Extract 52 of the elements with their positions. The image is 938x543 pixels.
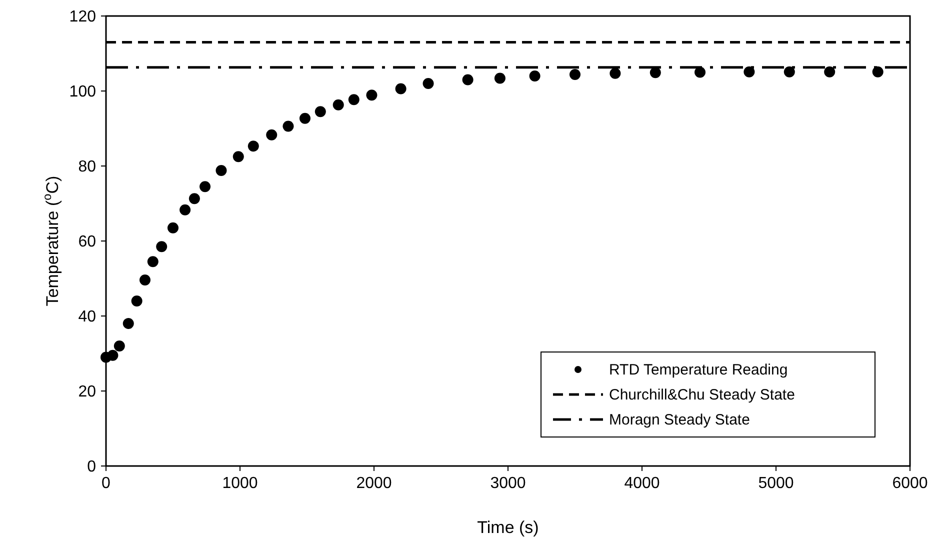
x-tick-label: 0 xyxy=(102,475,111,492)
y-tick-label: 40 xyxy=(78,308,96,326)
y-tick-label: 120 xyxy=(69,8,96,26)
x-tick-label: 4000 xyxy=(624,475,660,492)
x-tick-label: 1000 xyxy=(222,475,258,492)
point xyxy=(422,78,434,89)
point xyxy=(200,181,211,192)
point xyxy=(332,99,344,110)
point xyxy=(694,66,706,78)
point xyxy=(744,66,755,78)
legend-label: Churchill&Chu Steady State xyxy=(609,386,795,404)
point xyxy=(610,68,621,79)
point xyxy=(216,165,227,176)
point xyxy=(872,66,884,78)
point xyxy=(248,140,259,152)
point xyxy=(824,66,836,78)
y-tick-label: 100 xyxy=(69,84,96,100)
point xyxy=(232,151,244,162)
legend-label: RTD Temperature Reading xyxy=(609,362,788,378)
point xyxy=(114,340,125,352)
point xyxy=(168,222,178,234)
point xyxy=(139,274,150,286)
x-tick-label: 2000 xyxy=(356,475,392,492)
point xyxy=(156,241,168,252)
point xyxy=(314,106,326,118)
point xyxy=(266,129,278,140)
point xyxy=(122,318,134,329)
y-tick-label: 60 xyxy=(78,234,96,250)
y-tick-label: 0 xyxy=(87,458,96,476)
x-tick-label: 5000 xyxy=(758,475,794,492)
point xyxy=(131,296,142,306)
legend-label: Moragn Steady State xyxy=(609,412,750,428)
point xyxy=(366,90,378,101)
x-tick-label: 6000 xyxy=(892,475,928,492)
point xyxy=(529,70,540,82)
point xyxy=(650,67,661,78)
x-tick-label: 3000 xyxy=(490,475,526,492)
point xyxy=(570,69,580,80)
y-tick-label: 20 xyxy=(78,384,96,400)
point xyxy=(147,256,158,268)
point xyxy=(494,72,506,84)
point xyxy=(784,66,795,78)
point xyxy=(348,94,360,106)
y-tick-label: 80 xyxy=(78,158,96,176)
point xyxy=(180,204,191,216)
point xyxy=(462,74,474,86)
x-axis-title: Time (s) xyxy=(477,518,539,537)
point xyxy=(282,120,294,132)
point xyxy=(299,112,310,124)
point xyxy=(395,83,406,94)
point xyxy=(188,193,200,204)
point xyxy=(107,350,118,361)
